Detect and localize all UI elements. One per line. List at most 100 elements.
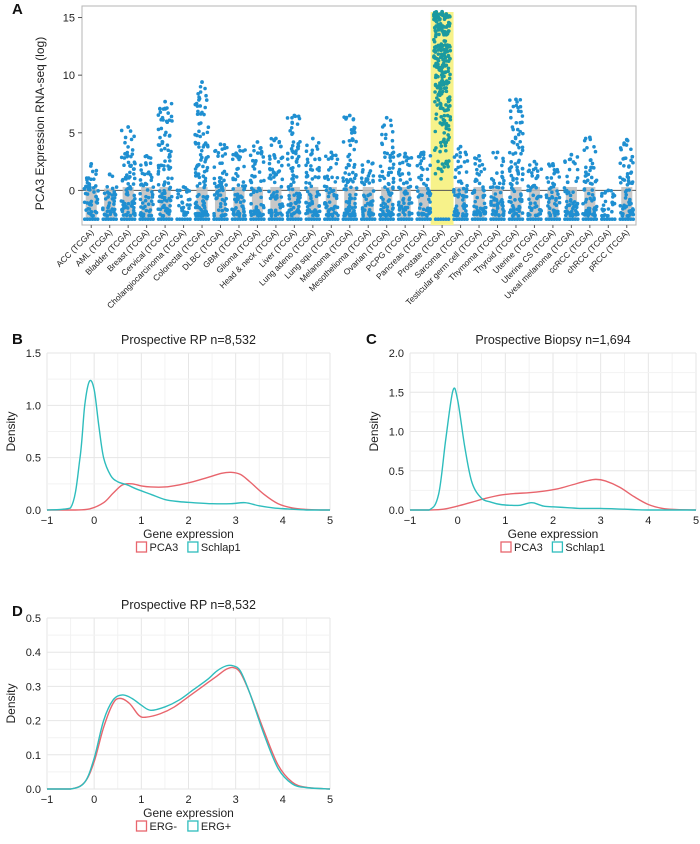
data-point <box>285 151 290 156</box>
data-point <box>396 203 401 207</box>
data-point <box>107 201 112 205</box>
data-point <box>464 209 468 213</box>
data-point <box>163 159 167 163</box>
data-point <box>202 204 207 208</box>
data-point <box>573 208 578 213</box>
data-point <box>220 171 225 175</box>
data-point <box>280 163 284 168</box>
legend-swatch <box>187 820 199 832</box>
data-point <box>583 200 588 204</box>
data-point-max <box>495 150 500 155</box>
data-point <box>272 170 276 175</box>
data-point <box>439 83 444 87</box>
data-point <box>576 217 580 222</box>
data-point <box>352 125 356 130</box>
data-point <box>341 217 346 222</box>
data-point <box>386 209 391 214</box>
data-point <box>347 152 352 157</box>
data-point-max <box>181 185 186 189</box>
data-point <box>196 141 201 146</box>
data-point <box>515 181 519 185</box>
data-point <box>571 190 575 194</box>
data-point <box>91 213 95 218</box>
x-tick-label: 3 <box>233 515 239 527</box>
data-point <box>261 160 266 164</box>
data-point <box>94 194 98 199</box>
data-point <box>254 217 258 222</box>
data-point <box>119 155 124 160</box>
data-point <box>198 84 203 89</box>
data-point <box>474 167 479 172</box>
data-point <box>205 130 210 135</box>
data-point <box>594 217 599 222</box>
data-point <box>112 199 117 204</box>
data-point <box>143 181 148 186</box>
data-point <box>588 196 592 201</box>
data-point <box>594 204 599 209</box>
data-point <box>101 206 105 211</box>
box-plot <box>510 186 522 220</box>
data-point <box>575 176 580 180</box>
data-point-max <box>218 142 223 147</box>
data-point <box>572 205 576 209</box>
data-point <box>180 208 185 213</box>
data-point <box>343 213 348 217</box>
data-point <box>354 172 358 177</box>
data-point <box>304 186 308 190</box>
data-point <box>275 217 279 222</box>
data-point <box>199 121 203 125</box>
data-point <box>544 217 549 222</box>
data-point <box>304 175 309 179</box>
box-plot <box>196 186 208 220</box>
x-tick-label: 1 <box>502 515 508 527</box>
data-point <box>294 175 299 179</box>
data-point <box>530 206 534 211</box>
data-point <box>491 185 495 189</box>
data-point <box>494 217 499 222</box>
data-point <box>213 149 217 153</box>
data-point <box>162 164 166 168</box>
data-point <box>218 201 223 206</box>
data-point <box>333 180 338 184</box>
data-point <box>195 112 200 117</box>
data-point <box>461 186 466 191</box>
data-point <box>290 143 295 148</box>
y-tick-label: 10 <box>63 70 75 82</box>
x-tick-label: 5 <box>693 515 699 527</box>
data-point <box>593 149 598 154</box>
data-point <box>314 194 319 199</box>
data-point <box>432 54 436 58</box>
data-point <box>112 190 117 194</box>
data-point <box>361 212 365 216</box>
data-point <box>314 217 319 222</box>
data-point <box>444 63 449 68</box>
data-point <box>130 217 134 222</box>
data-point <box>86 206 90 211</box>
data-point <box>121 213 126 217</box>
data-point <box>584 165 588 170</box>
data-point <box>299 217 303 222</box>
data-point <box>365 177 370 182</box>
data-point <box>501 207 505 212</box>
data-point <box>350 213 354 218</box>
data-point <box>347 172 351 177</box>
data-point <box>313 208 317 212</box>
data-point <box>383 217 388 222</box>
data-point <box>240 204 244 208</box>
y-tick-label: 0.4 <box>26 647 41 659</box>
data-point <box>592 207 596 212</box>
data-point <box>548 164 552 168</box>
data-point <box>236 197 240 202</box>
data-point <box>473 199 477 204</box>
data-point <box>625 183 630 187</box>
data-point <box>151 202 155 207</box>
data-point <box>143 217 148 222</box>
data-point <box>304 217 309 222</box>
data-point <box>593 213 597 218</box>
data-point <box>391 162 396 167</box>
data-point <box>326 177 331 182</box>
data-point <box>165 106 169 110</box>
data-point <box>304 170 309 175</box>
data-point <box>353 201 357 206</box>
y-tick-label: 0.2 <box>26 716 41 728</box>
